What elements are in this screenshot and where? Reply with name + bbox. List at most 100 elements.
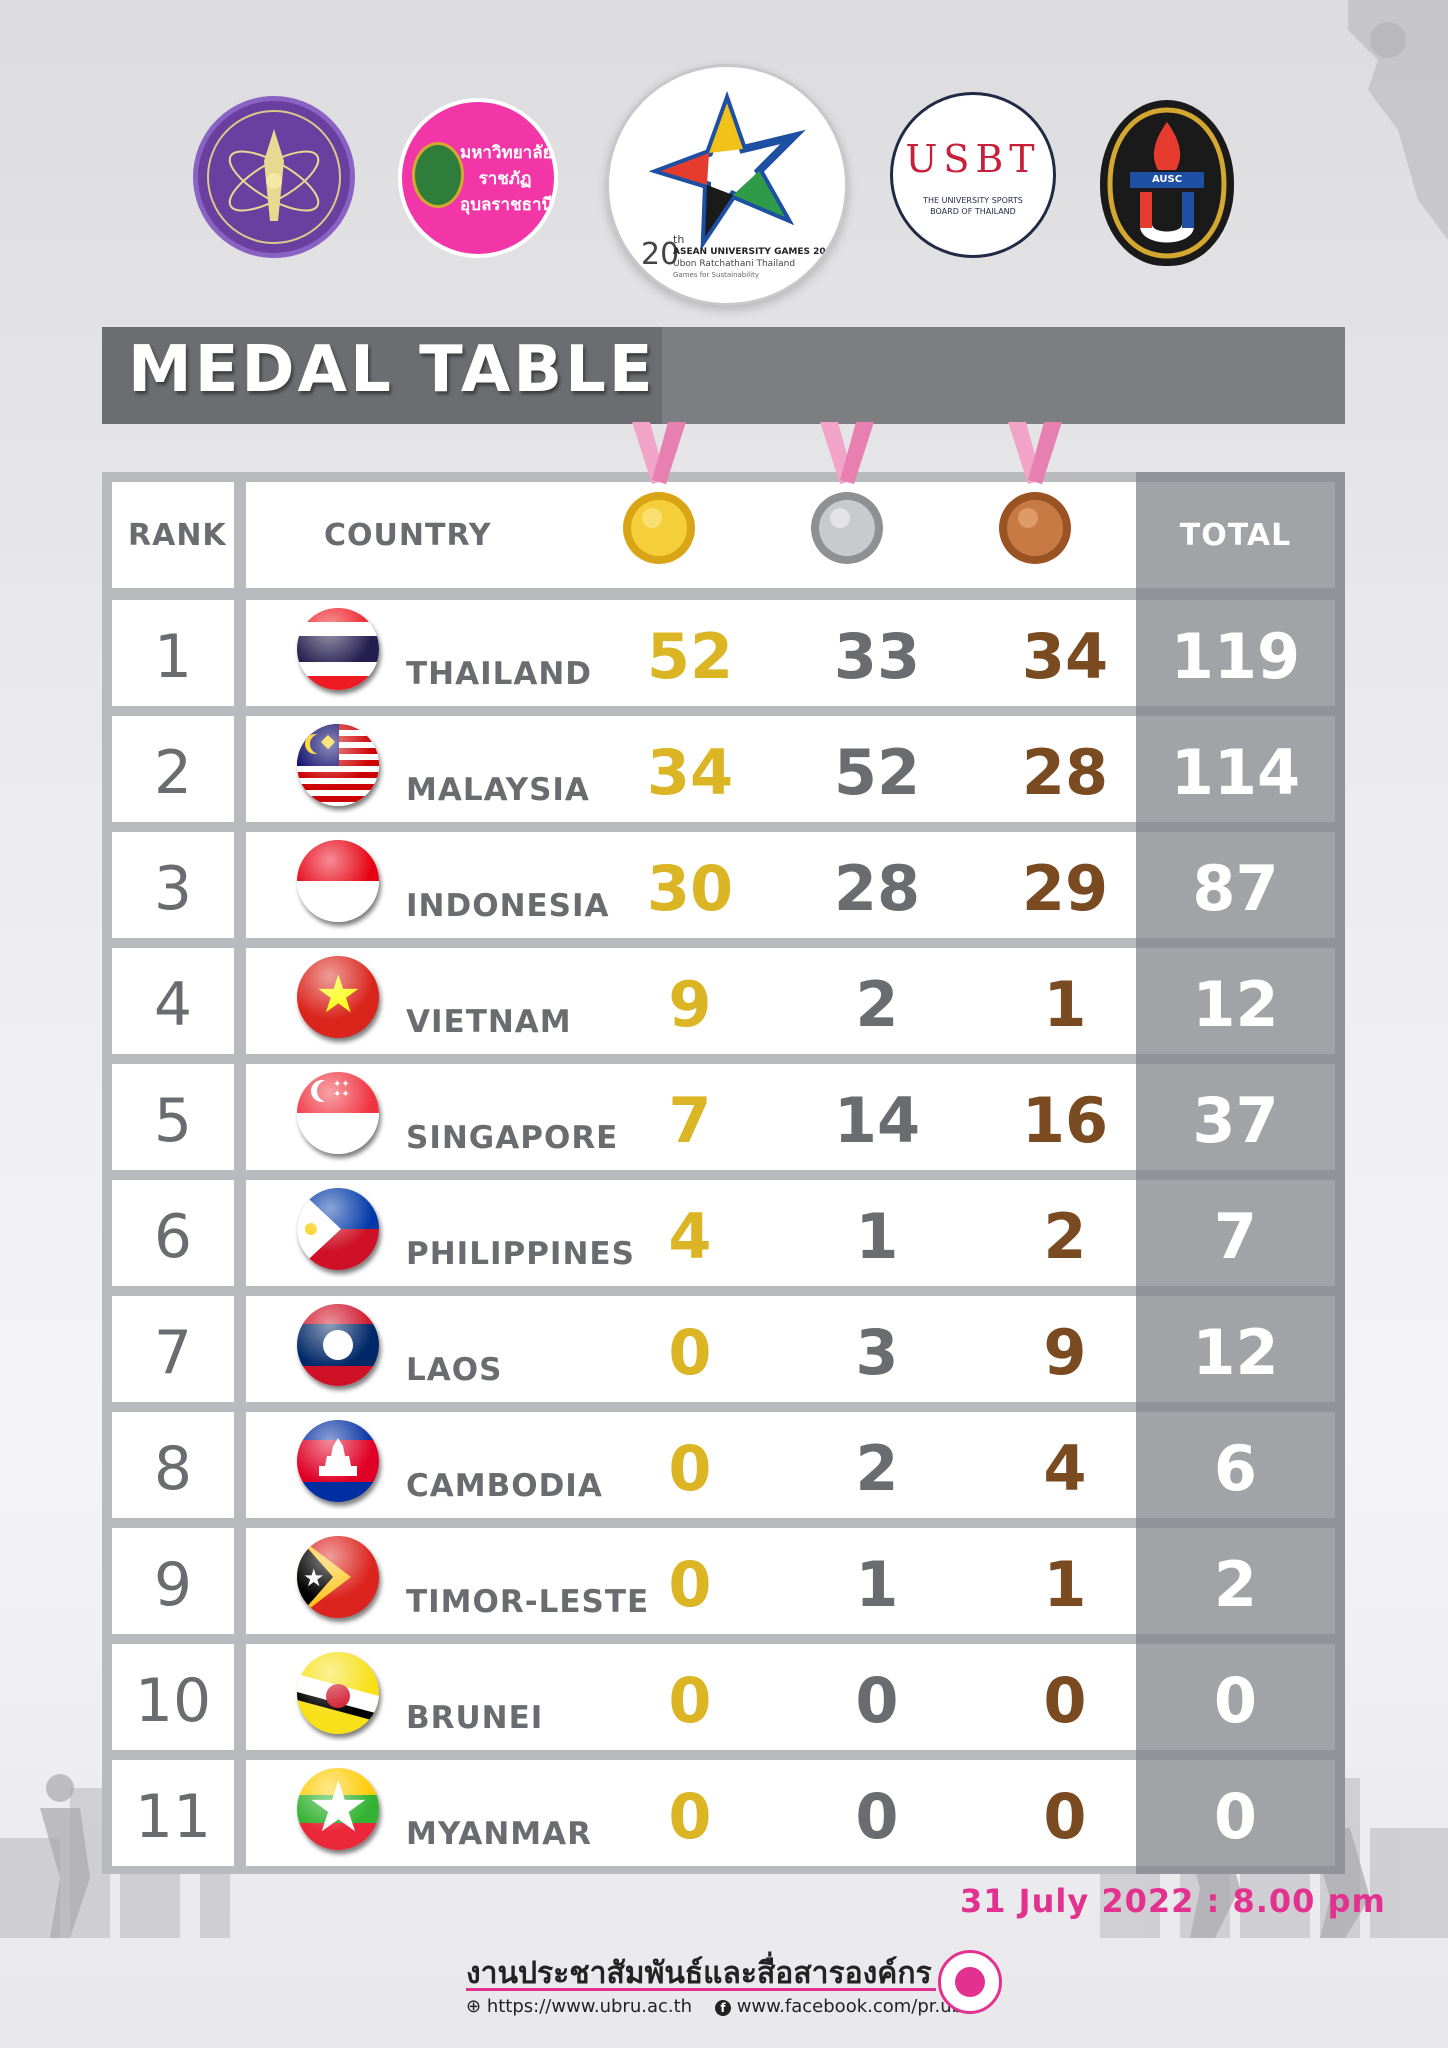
gold-count: 4 (668, 1200, 712, 1273)
country-name: MYANMAR (406, 1816, 592, 1852)
country-name: INDONESIA (406, 888, 610, 924)
globe-icon: ⊕ (466, 1996, 482, 2017)
total-cell: 6 (1136, 1412, 1335, 1518)
title-bar: MEDAL TABLE (102, 327, 1345, 424)
bronze-count: 28 (1021, 736, 1109, 809)
rank-cell: 10 (112, 1644, 234, 1750)
myanmar-flag-icon: ★ (297, 1768, 379, 1850)
malaysia-flag-icon (297, 724, 379, 806)
vietnam-flag-icon: ★ (297, 956, 379, 1038)
gold-medal-icon (623, 422, 695, 564)
rank-number: 10 (134, 1666, 212, 1736)
silver-count: 52 (833, 736, 921, 809)
total-cell: 7 (1136, 1180, 1335, 1286)
header-total: TOTAL (1179, 518, 1292, 553)
gold-count: 30 (646, 852, 734, 925)
bronze-count: 4 (1043, 1432, 1087, 1505)
country-name: SINGAPORE (406, 1120, 619, 1156)
total-cell: 2 (1136, 1528, 1335, 1634)
bronze-count: 34 (1021, 620, 1109, 693)
gold-count: 0 (668, 1548, 712, 1621)
table-row: 7 LAOS 0 3 9 12 (112, 1296, 1335, 1402)
games-name: ASEAN UNIVERSITY GAMES 2022 (673, 247, 839, 257)
rank-cell: 9 (112, 1528, 234, 1634)
total-count: 0 (1213, 1780, 1258, 1853)
timor-leste-flag-icon: ★ (297, 1536, 379, 1618)
silver-count: 28 (833, 852, 921, 925)
total-cell: 37 (1136, 1064, 1335, 1170)
games-edition-suffix: th (673, 233, 685, 246)
logos-row: มหาวิทยาลัย ราชภัฏ อุบลราชธานี 20 th ASE… (0, 60, 1448, 320)
facebook-link[interactable]: www.facebook.com/pr.ubru (736, 1996, 982, 2017)
brunei-flag-icon (297, 1652, 379, 1734)
rank-number: 7 (153, 1318, 193, 1388)
total-count: 114 (1170, 736, 1301, 809)
table-row: 9 ★ TIMOR-LESTE 0 1 1 2 (112, 1528, 1335, 1634)
footer-divider (466, 1988, 936, 1991)
title-bar-shade (102, 327, 662, 424)
country-name: MALAYSIA (406, 772, 590, 808)
facebook-icon: f (714, 2000, 731, 2016)
header-total-cell: TOTAL (1136, 482, 1335, 588)
rank-number: 2 (153, 738, 193, 808)
total-cell: 0 (1136, 1760, 1335, 1866)
rank-cell: 1 (112, 600, 234, 706)
silver-count: 2 (855, 1432, 899, 1505)
table-row: 6 PHILIPPINES 4 1 2 7 (112, 1180, 1335, 1286)
total-cell: 0 (1136, 1644, 1335, 1750)
star-emblem-icon (648, 91, 806, 252)
footer-title: งานประชาสัมพันธ์และสื่อสารองค์กร (466, 1956, 932, 1991)
bronze-count: 29 (1021, 852, 1109, 925)
country-cell: ★ MYANMAR 0 0 0 (246, 1760, 1136, 1866)
country-name: PHILIPPINES (406, 1236, 635, 1272)
total-count: 12 (1192, 968, 1279, 1041)
philippines-flag-icon (297, 1188, 379, 1270)
website-link[interactable]: https://www.ubru.ac.th (486, 1996, 693, 2017)
bronze-count: 1 (1043, 1548, 1087, 1621)
games-tagline: Games for Sustainability (673, 271, 759, 279)
bronze-medal-icon (999, 422, 1071, 564)
bronze-count: 0 (1043, 1780, 1087, 1853)
total-cell: 12 (1136, 948, 1335, 1054)
silver-count: 33 (833, 620, 921, 693)
rank-number: 5 (153, 1086, 193, 1156)
silver-count: 1 (855, 1548, 899, 1621)
games-location: Ubon Ratchathani Thailand (673, 259, 796, 269)
thailand-flag-icon (297, 608, 379, 690)
ausc-logo: AUSC (1100, 100, 1234, 266)
rank-cell: 7 (112, 1296, 234, 1402)
page-title: MEDAL TABLE (128, 333, 656, 407)
rank-number: 1 (153, 622, 193, 692)
cambodia-flag-icon (297, 1420, 379, 1502)
total-count: 7 (1213, 1200, 1258, 1273)
ausc-name: AUSC (1151, 174, 1183, 185)
country-cell: MALAYSIA 34 52 28 (246, 716, 1136, 822)
total-count: 2 (1213, 1548, 1258, 1621)
country-name: TIMOR-LESTE (406, 1584, 650, 1620)
rank-number: 6 (153, 1202, 193, 1272)
rank-number: 3 (153, 854, 193, 924)
usbt-subtitle: THE UNIVERSITY SPORTS BOARD OF THAILAND (923, 196, 1023, 216)
bronze-count: 2 (1043, 1200, 1087, 1273)
total-count: 6 (1213, 1432, 1258, 1505)
rank-cell: 5 (112, 1064, 234, 1170)
country-name: VIETNAM (406, 1004, 572, 1040)
gold-count: 7 (668, 1084, 712, 1157)
total-cell: 12 (1136, 1296, 1335, 1402)
gold-count: 34 (646, 736, 734, 809)
bronze-count: 0 (1043, 1664, 1087, 1737)
rank-cell: 3 (112, 832, 234, 938)
rank-number: 9 (153, 1550, 193, 1620)
update-timestamp: 31 July 2022 : 8.00 pm (960, 1882, 1386, 1920)
total-count: 37 (1192, 1084, 1279, 1157)
country-cell: ✦✦✦✦ SINGAPORE 7 14 16 (246, 1064, 1136, 1170)
country-cell: LAOS 0 3 9 (246, 1296, 1136, 1402)
ausc-emblem-icon (1107, 107, 1227, 259)
rank-number: 4 (153, 970, 193, 1040)
rank-number: 11 (134, 1782, 212, 1852)
rank-cell: 11 (112, 1760, 234, 1866)
ubru-logo: มหาวิทยาลัย ราชภัฏ อุบลราชธานี (398, 98, 558, 258)
country-cell: PHILIPPINES 4 1 2 (246, 1180, 1136, 1286)
total-cell: 87 (1136, 832, 1335, 938)
singapore-flag-icon: ✦✦✦✦ (297, 1072, 379, 1154)
